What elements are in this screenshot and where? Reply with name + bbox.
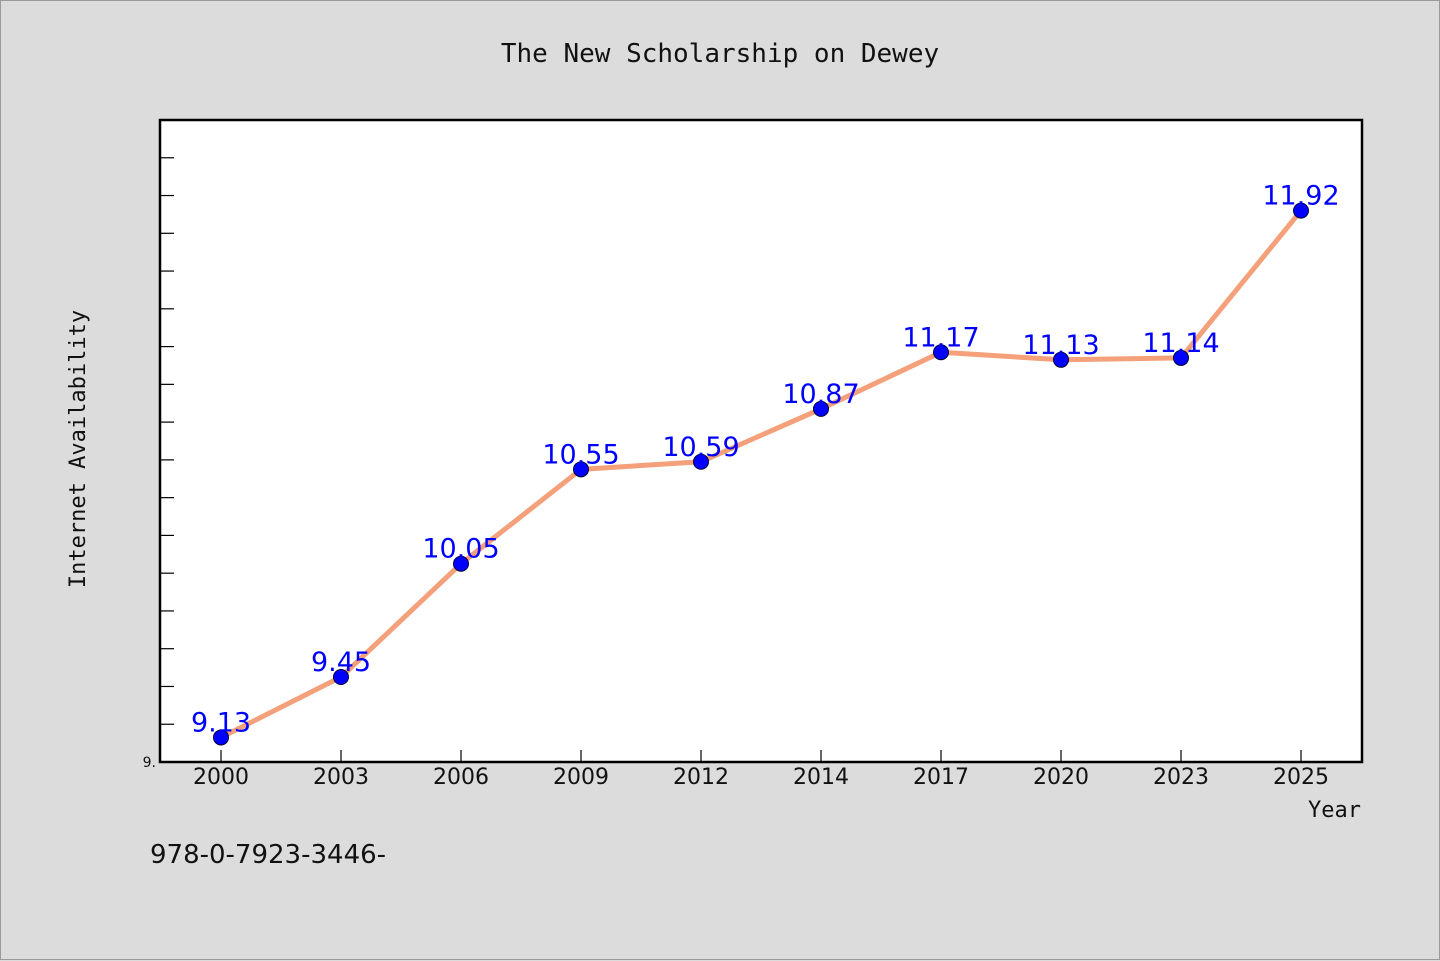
data-label: 11.14 <box>1142 328 1219 359</box>
x-tick-label: 2000 <box>193 765 249 790</box>
data-label: 11.13 <box>1022 330 1099 361</box>
y-tick-label: 9. <box>143 755 156 771</box>
data-point <box>693 453 709 470</box>
x-tick-label: 2017 <box>913 765 969 790</box>
data-point <box>933 344 949 361</box>
y-axis-minor-ticks <box>160 157 174 763</box>
y-axis-label: Internet Availability <box>66 310 91 588</box>
data-point <box>333 669 349 686</box>
x-tick-label: 2020 <box>1033 765 1089 790</box>
x-tick-label: 2012 <box>673 765 729 790</box>
chart-title: The New Scholarship on Dewey <box>501 39 939 69</box>
data-point <box>573 461 589 478</box>
x-tick-label: 2023 <box>1153 765 1209 790</box>
data-label: 10.87 <box>782 379 859 410</box>
data-point <box>1293 202 1309 219</box>
data-label: 11.17 <box>902 322 979 353</box>
x-tick-label: 2014 <box>793 765 849 790</box>
x-tick-label: 2006 <box>433 765 489 790</box>
data-label: 10.05 <box>422 534 499 565</box>
data-point <box>813 400 829 417</box>
data-point <box>1173 349 1189 366</box>
x-tick-label: 2009 <box>553 765 609 790</box>
series-line <box>218 208 1304 740</box>
data-label: 10.55 <box>542 439 619 470</box>
data-point <box>213 729 229 746</box>
x-axis-ticks <box>220 750 1302 762</box>
data-label: 9.45 <box>311 647 371 678</box>
data-labels: 9.13 9.45 10.05 10.55 10.59 10.87 11.17 11.13 11… <box>191 181 1340 739</box>
data-label: 11.92 <box>1262 181 1339 212</box>
data-point <box>1053 351 1069 368</box>
data-label: 10.59 <box>662 432 739 463</box>
data-point <box>453 555 469 572</box>
footnote-isbn: 978-0-7923-3446- <box>150 840 386 870</box>
x-axis-label: Year <box>1308 798 1361 823</box>
data-markers <box>213 202 1309 746</box>
x-axis-tick-labels: 2000 2003 2006 2009 2012 2014 2017 2020 2023 2025 <box>193 765 1329 790</box>
data-label: 9.13 <box>191 707 251 738</box>
x-tick-label: 2025 <box>1273 765 1329 790</box>
plot-area <box>158 118 1364 764</box>
x-tick-label: 2003 <box>313 765 369 790</box>
